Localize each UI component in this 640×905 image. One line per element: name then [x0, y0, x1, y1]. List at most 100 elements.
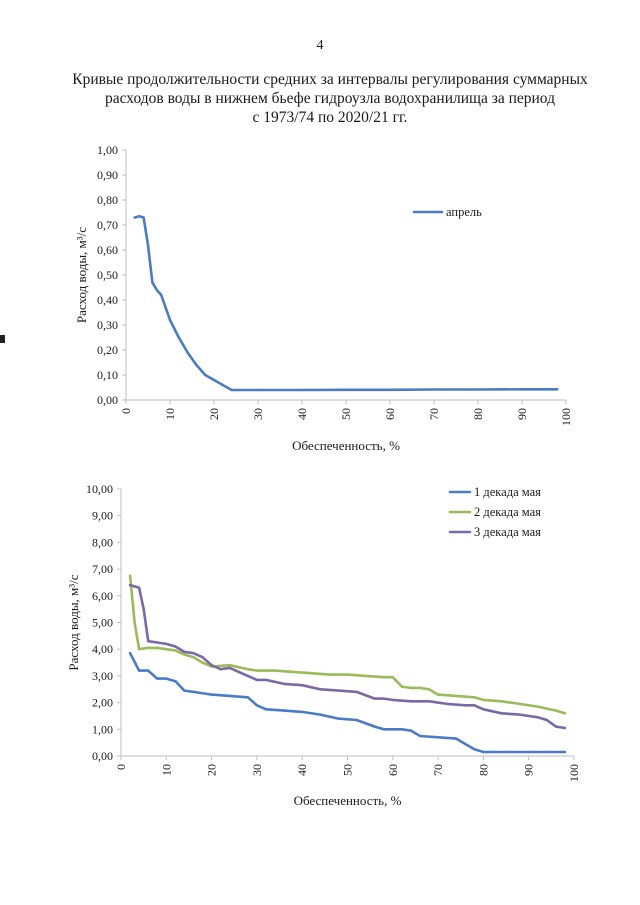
- data-point: [192, 652, 195, 655]
- data-point: [137, 648, 141, 651]
- data-point: [219, 668, 222, 671]
- data-point: [155, 288, 158, 292]
- data-point: [192, 656, 195, 659]
- x-tick-label: 10: [159, 764, 173, 776]
- x-tick-label: 100: [567, 764, 581, 782]
- data-point: [391, 728, 394, 731]
- data-point: [563, 712, 567, 715]
- data-point: [554, 709, 558, 712]
- data-point: [319, 688, 322, 691]
- x-tick-label: 0: [119, 408, 133, 414]
- data-point: [319, 713, 322, 716]
- data-point: [520, 388, 524, 391]
- x-tick-label: 60: [383, 408, 397, 420]
- data-point: [174, 649, 177, 652]
- x-tick-label: 70: [427, 408, 441, 420]
- data-point: [147, 646, 150, 650]
- x-tick-label: 20: [205, 764, 219, 776]
- april-flow-chart: 0,00 0,10 0,20 0,30 0,40 0,50 0,60 0,70 0,80 0,90…: [74, 143, 573, 453]
- x-tick-label: 40: [295, 408, 309, 420]
- data-point: [301, 710, 304, 714]
- data-point: [400, 728, 404, 731]
- data-point: [300, 388, 304, 392]
- y-tick-label: 2,00: [92, 696, 113, 710]
- data-point: [355, 718, 358, 722]
- title-line: расходов воды в нижнем бьефе гидроузла в…: [104, 90, 555, 107]
- data-point: [436, 736, 440, 739]
- series-line: [128, 651, 567, 754]
- data-point: [142, 607, 145, 611]
- data-point: [310, 672, 313, 675]
- y-tick-label: 0,10: [97, 368, 118, 382]
- data-point: [246, 696, 249, 699]
- data-point: [500, 700, 503, 703]
- legend-label: 2 декада мая: [474, 505, 541, 519]
- data-point: [142, 216, 145, 219]
- data-point: [482, 698, 485, 702]
- x-tick-label: 20: [207, 408, 221, 420]
- x-tick-label: 40: [295, 764, 309, 776]
- data-point: [391, 676, 394, 679]
- x-tick-label: 90: [515, 408, 529, 420]
- data-point: [210, 664, 213, 667]
- x-tick-label: 50: [339, 408, 353, 420]
- data-point: [156, 641, 159, 644]
- data-point: [151, 281, 154, 284]
- data-point: [128, 583, 132, 587]
- series-line: [133, 215, 559, 392]
- data-point: [473, 748, 476, 751]
- y-tick-label: 10,00: [86, 482, 113, 496]
- y-tick-label: 3,00: [92, 669, 113, 683]
- series-line: [128, 583, 567, 730]
- data-point: [192, 690, 195, 694]
- data-point: [464, 742, 467, 746]
- y-axis-title: Расход воды, м³/с: [66, 574, 81, 670]
- x-tick-label: 80: [471, 408, 485, 420]
- data-point: [337, 717, 340, 720]
- data-point: [337, 689, 340, 692]
- data-point: [156, 646, 159, 650]
- data-point: [391, 698, 394, 702]
- legend-label: 3 декада мая: [474, 525, 541, 539]
- y-tick-label: 0,50: [97, 268, 118, 282]
- data-point: [400, 685, 404, 688]
- data-point: [527, 750, 530, 754]
- data-point: [563, 750, 567, 754]
- data-point: [156, 677, 159, 680]
- data-point: [186, 351, 189, 354]
- data-point: [500, 712, 503, 715]
- data-point: [473, 704, 476, 707]
- data-point: [382, 728, 385, 731]
- data-point: [255, 678, 259, 682]
- data-point: [291, 670, 295, 674]
- data-point: [427, 700, 431, 703]
- x-tick-label: 30: [250, 764, 264, 776]
- data-point: [221, 383, 224, 387]
- data-point: [228, 694, 231, 698]
- legend-label: 1 декада мая: [474, 485, 541, 499]
- data-point: [536, 705, 539, 708]
- x-tick-label: 60: [386, 764, 400, 776]
- data-point: [545, 750, 548, 754]
- data-point: [147, 640, 150, 643]
- data-point: [255, 704, 259, 707]
- data-point: [476, 388, 480, 391]
- data-point: [282, 709, 286, 712]
- data-point: [246, 674, 249, 678]
- x-tick-label: 0: [114, 764, 128, 770]
- data-point: [212, 378, 216, 382]
- y-tick-label: 0,70: [97, 218, 118, 232]
- x-tick-label: 100: [559, 408, 573, 426]
- data-point: [518, 702, 521, 706]
- data-point: [264, 708, 268, 711]
- y-tick-label: 7,00: [92, 562, 113, 576]
- data-point: [177, 336, 180, 339]
- y-tick-label: 0,60: [97, 243, 118, 257]
- data-point: [436, 693, 440, 696]
- x-tick-label: 70: [431, 764, 445, 776]
- data-point: [418, 686, 422, 690]
- y-tick-label: 5,00: [92, 616, 113, 630]
- y-tick-label: 0,80: [97, 193, 118, 207]
- data-point: [165, 642, 168, 646]
- data-point: [210, 693, 213, 696]
